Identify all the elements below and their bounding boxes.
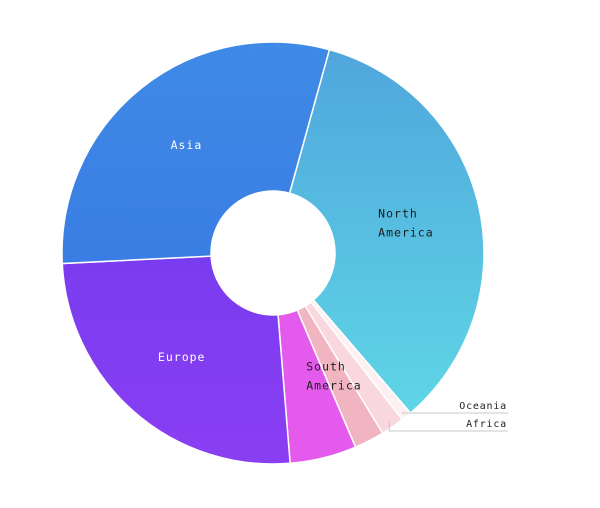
leader-line-oceania (402, 411, 508, 414)
slice-label-europe: Europe (158, 350, 206, 364)
slice-asia (61, 41, 331, 265)
slice-label-south-america: South America (306, 360, 361, 393)
slices-group (61, 41, 485, 465)
labels-group: North America Oceania Africa South America Eur… (158, 138, 508, 432)
slice-label-north-america: North America (378, 206, 433, 239)
slice-europe (61, 255, 291, 465)
callout-label-africa: Africa (466, 419, 507, 430)
callout-label-oceania: Oceania (459, 401, 507, 412)
slice-label-asia: Asia (171, 138, 203, 152)
slice-north-america (288, 48, 485, 415)
leader-line-africa (388, 421, 508, 432)
